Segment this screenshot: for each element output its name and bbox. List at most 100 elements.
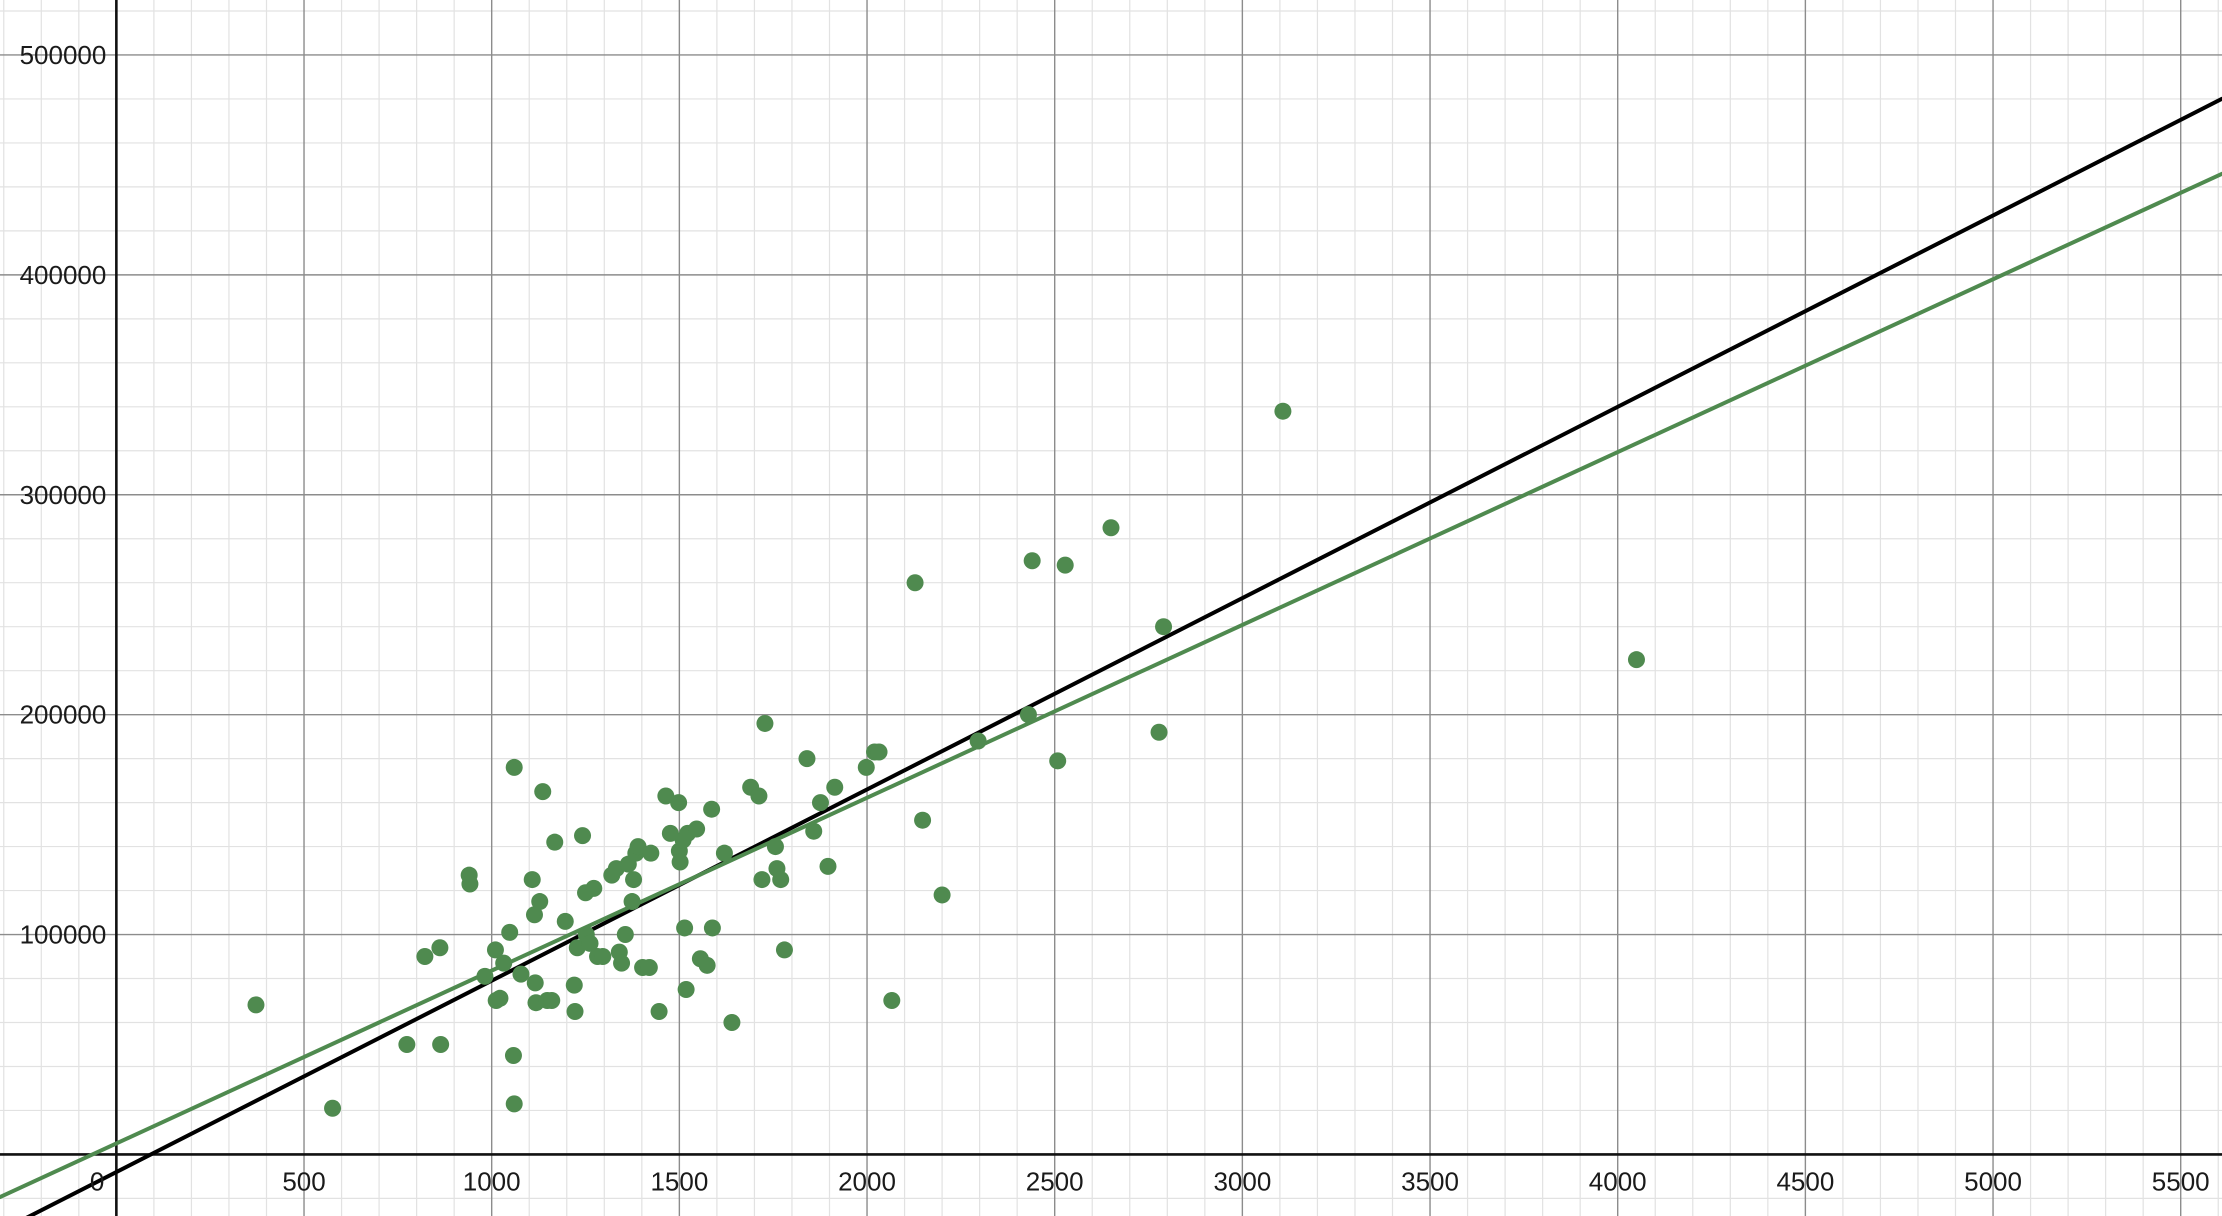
data-point: [1049, 752, 1067, 770]
data-point: [495, 954, 513, 972]
data-point: [677, 981, 695, 999]
data-point: [772, 871, 790, 889]
x-tick-label: 2000: [838, 1166, 896, 1196]
data-point: [491, 989, 509, 1007]
data-point: [756, 714, 774, 732]
data-point: [613, 954, 631, 972]
data-point: [625, 871, 643, 889]
data-point: [501, 923, 519, 941]
data-point: [247, 996, 265, 1014]
x-tick-label: 4000: [1589, 1166, 1647, 1196]
data-point: [534, 783, 552, 801]
x-tick-label: 3500: [1401, 1166, 1459, 1196]
data-point: [416, 948, 434, 966]
data-point: [857, 758, 875, 776]
data-point: [715, 844, 733, 862]
x-tick-label: 2500: [1026, 1166, 1084, 1196]
data-point: [811, 794, 829, 812]
data-point: [525, 906, 543, 924]
y-tick-label: 100000: [20, 920, 107, 950]
data-point: [504, 1046, 522, 1064]
data-point: [1023, 552, 1041, 570]
data-point: [574, 827, 592, 845]
data-point: [1150, 723, 1168, 741]
x-tick-labels: 0 500 1000 1500 2000 2500 3000 3500 4000 4500 5000…: [90, 1166, 2210, 1196]
data-points: [247, 402, 1645, 1117]
data-point: [476, 967, 494, 985]
data-point: [657, 787, 675, 805]
data-point: [566, 1003, 584, 1021]
data-point: [914, 811, 932, 829]
data-point: [698, 956, 716, 974]
x-tick-label: 500: [282, 1166, 325, 1196]
data-point: [826, 778, 844, 796]
y-tick-label: 300000: [20, 480, 107, 510]
data-point: [398, 1035, 416, 1053]
x-tick-label: 1500: [650, 1166, 708, 1196]
data-point: [594, 948, 612, 966]
data-point: [556, 912, 574, 930]
data-point: [870, 743, 888, 761]
data-point: [512, 965, 530, 983]
data-point: [546, 833, 564, 851]
y-tick-label: 500000: [20, 40, 107, 70]
regression-line-1: [25, 96, 2222, 1216]
data-point: [1274, 402, 1292, 420]
data-point: [581, 934, 599, 952]
data-point: [324, 1099, 342, 1117]
data-point: [906, 574, 924, 592]
data-point: [623, 893, 641, 911]
data-point: [585, 879, 603, 897]
data-point: [523, 871, 541, 889]
data-point: [461, 875, 479, 893]
x-tick-label: 5500: [2152, 1166, 2210, 1196]
data-point: [703, 919, 721, 937]
x-tick-label: 1000: [463, 1166, 521, 1196]
y-tick-label: 400000: [20, 260, 107, 290]
x-tick-label: 3000: [1213, 1166, 1271, 1196]
data-point: [671, 853, 689, 871]
data-point: [650, 1003, 668, 1021]
x-tick-label: 5000: [1964, 1166, 2022, 1196]
data-point: [543, 992, 561, 1010]
data-point: [1056, 556, 1074, 574]
data-point: [1627, 651, 1645, 669]
data-point: [616, 926, 634, 944]
data-point: [661, 824, 679, 842]
data-point: [753, 871, 771, 889]
data-point: [723, 1013, 741, 1031]
data-point: [432, 1035, 450, 1053]
data-point: [670, 794, 688, 812]
data-point: [969, 732, 987, 750]
y-tick-label: 200000: [20, 700, 107, 730]
data-point: [703, 800, 721, 818]
data-point: [688, 820, 706, 838]
regression-line-2: [0, 171, 2222, 1200]
data-point: [565, 976, 583, 994]
data-point: [431, 939, 449, 957]
data-point: [775, 941, 793, 959]
data-point: [676, 919, 694, 937]
data-point: [933, 886, 951, 904]
data-point: [819, 857, 837, 875]
data-point: [805, 822, 823, 840]
data-point: [526, 974, 544, 992]
data-point: [505, 758, 523, 776]
data-point: [568, 939, 586, 957]
x-tick-label: 4500: [1776, 1166, 1834, 1196]
data-point: [750, 787, 768, 805]
data-point: [1102, 519, 1120, 537]
data-point: [629, 838, 647, 856]
data-point: [531, 893, 549, 911]
fit-lines: [0, 96, 2222, 1216]
data-point: [640, 959, 658, 977]
data-point: [883, 992, 901, 1010]
data-point: [1019, 706, 1037, 724]
data-point: [505, 1095, 523, 1113]
x-tick-label: 0: [90, 1166, 104, 1196]
data-point: [766, 838, 784, 856]
